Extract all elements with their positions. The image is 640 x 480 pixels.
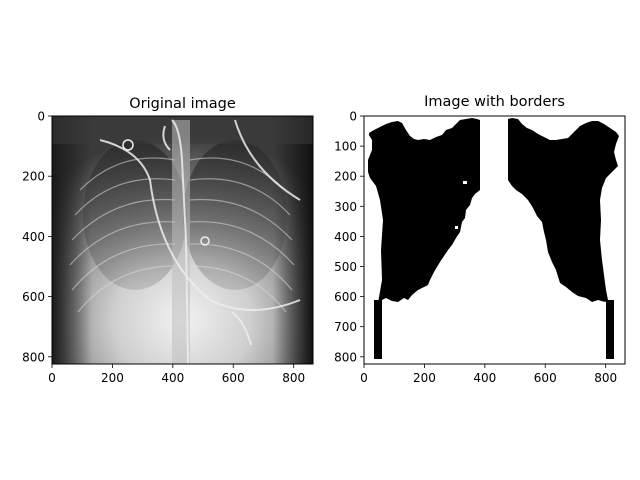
x-tick-label: 400 xyxy=(473,371,496,385)
axes-frame xyxy=(363,115,626,365)
x-tick-label: 0 xyxy=(360,371,368,385)
y-tick-label: 200 xyxy=(334,170,357,184)
y-tick-label: 200 xyxy=(22,170,45,184)
x-tick-label: 400 xyxy=(161,371,184,385)
y-tick-label: 400 xyxy=(334,230,357,244)
x-tick-label: 200 xyxy=(413,371,436,385)
y-tick-label: 0 xyxy=(349,110,357,124)
y-tick-label: 400 xyxy=(22,230,45,244)
y-tick-label: 800 xyxy=(22,350,45,364)
y-tick-label: 0 xyxy=(37,110,45,124)
right-border-strip xyxy=(606,300,614,359)
axes-frame xyxy=(51,115,314,365)
panel-original-image: Original image xyxy=(22,96,314,386)
y-tick-label: 300 xyxy=(334,200,357,214)
x-tick-label: 200 xyxy=(101,371,124,385)
right-lung-mask xyxy=(508,118,619,302)
left-border-strip xyxy=(374,300,382,359)
chart-title: Image with borders xyxy=(424,94,565,110)
y-tick-label: 600 xyxy=(22,290,45,304)
y-tick-label: 500 xyxy=(334,260,357,274)
panel-image-with-borders: Image with borders 0 200 400 600 80001002003… xyxy=(334,94,626,386)
y-tick-label: 600 xyxy=(334,290,357,304)
x-tick-label: 600 xyxy=(222,371,245,385)
x-tick-label: 800 xyxy=(594,371,617,385)
x-tick-label: 0 xyxy=(48,371,56,385)
left-lung-mask xyxy=(368,118,480,303)
chart-title: Original image xyxy=(129,96,236,112)
x-tick-label: 600 xyxy=(534,371,557,385)
x-tick-label: 800 xyxy=(282,371,305,385)
xray-image xyxy=(52,116,313,364)
mask-image xyxy=(364,116,625,364)
y-tick-label: 700 xyxy=(334,320,357,334)
y-tick-label: 800 xyxy=(334,350,357,364)
y-tick-label: 100 xyxy=(334,140,357,154)
